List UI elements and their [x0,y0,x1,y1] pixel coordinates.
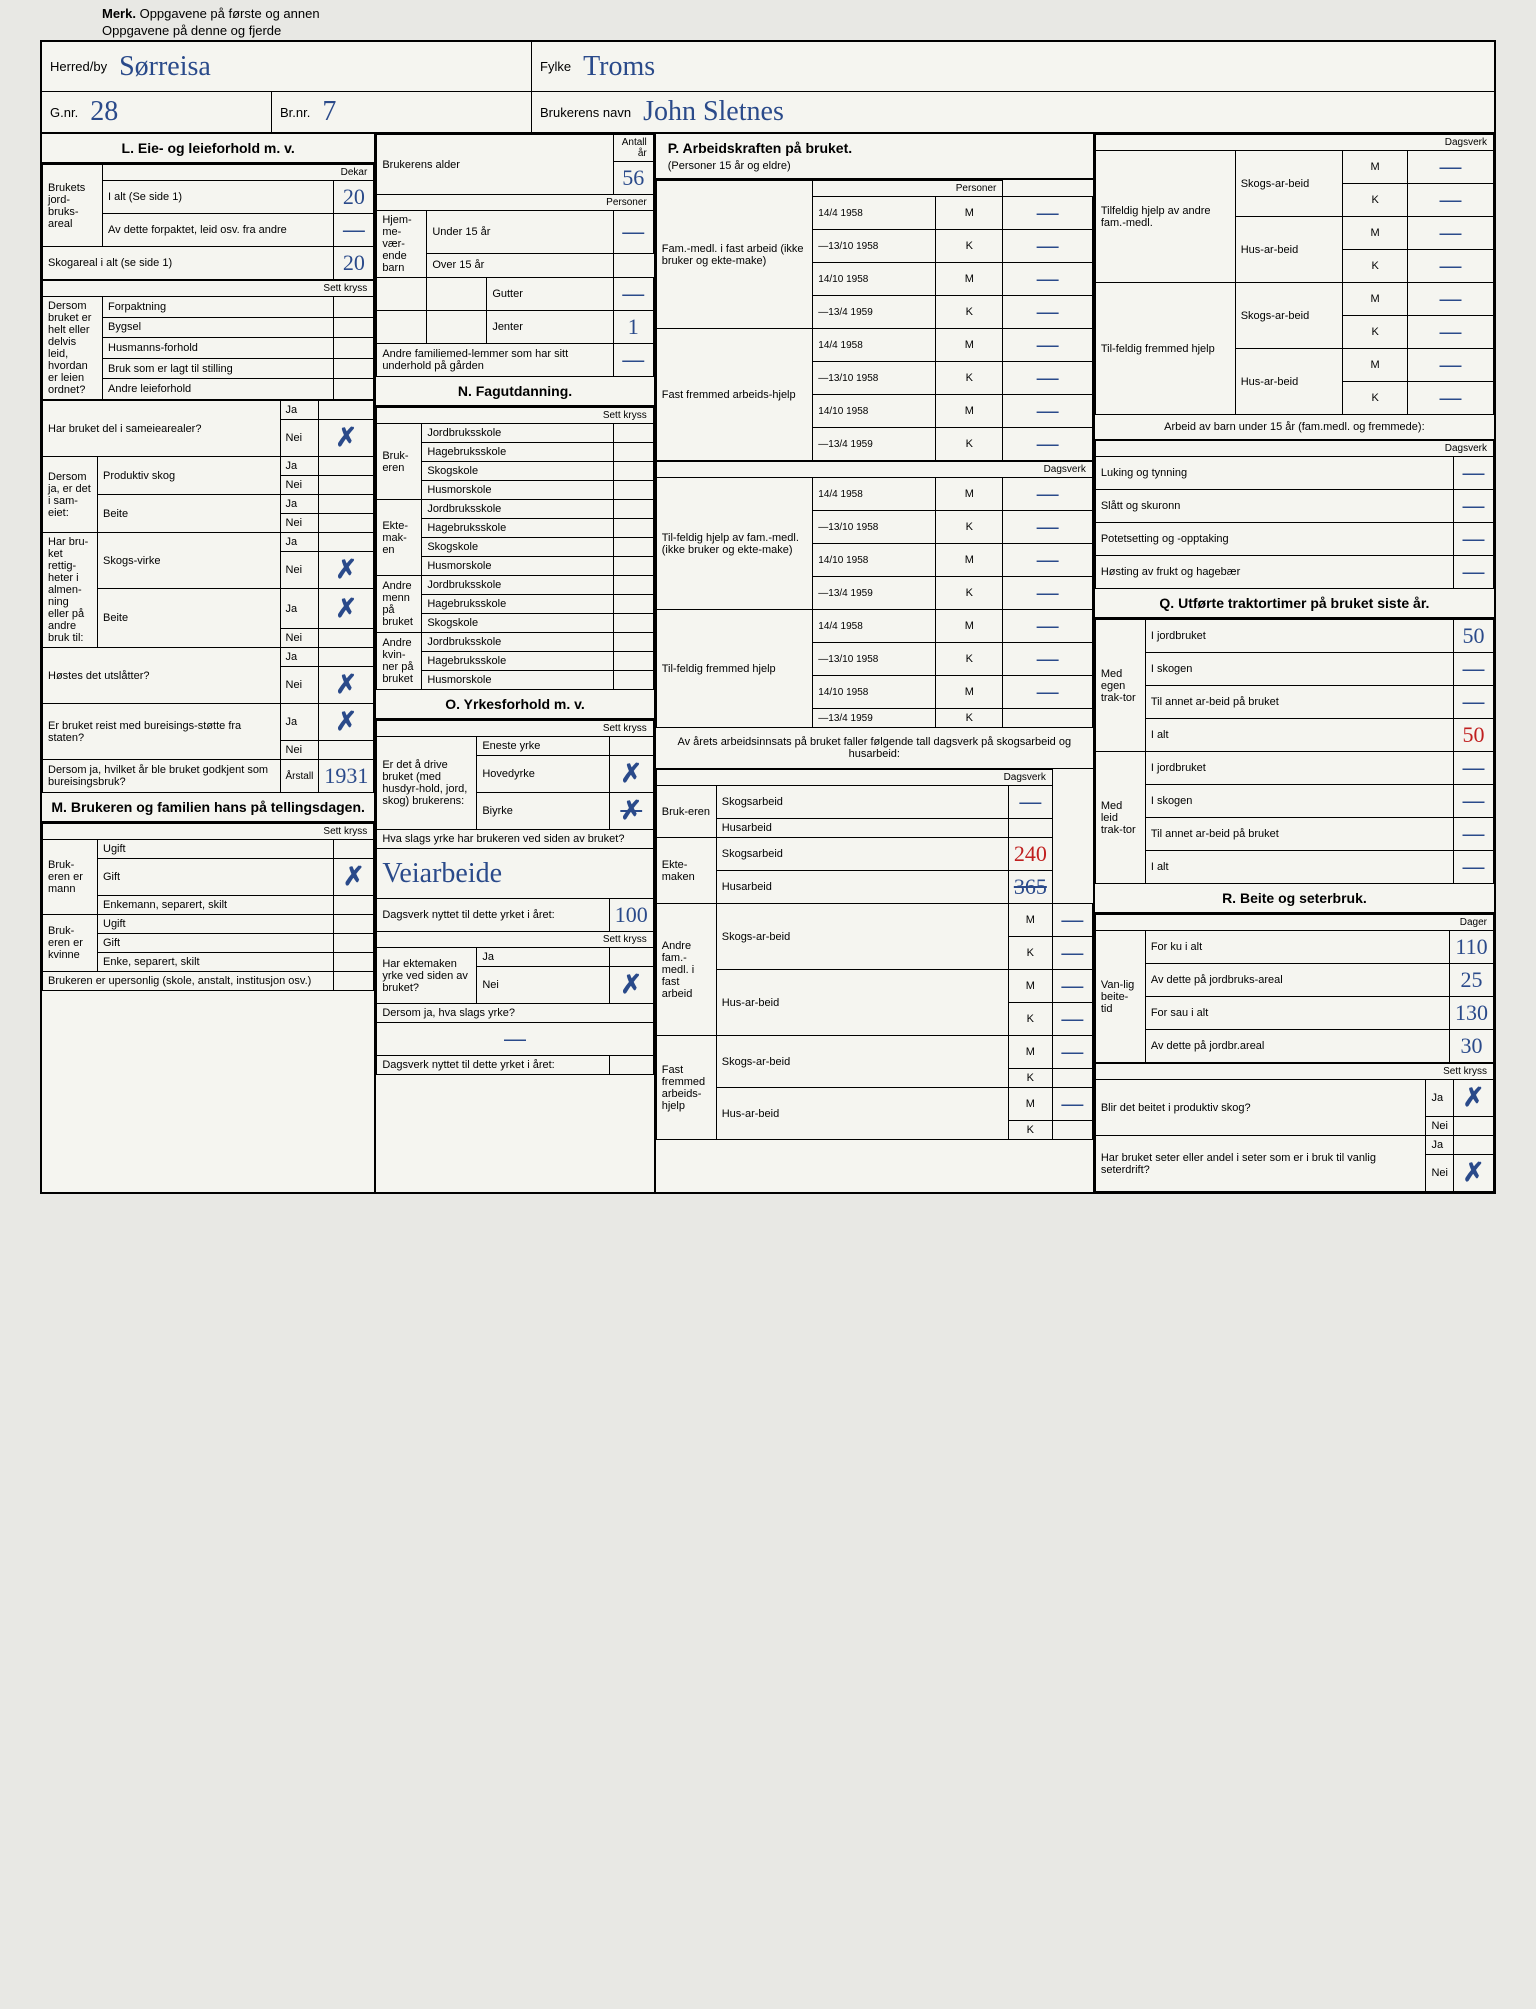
P-bottom-table: Dagsverk Bruk-erenSkogsarbeid— Husarbeid… [656,769,1093,1140]
M-table: Sett kryss Bruk-eren er mann Ugift Gift✗… [42,823,374,991]
brnr-value: 7 [322,96,336,128]
over15-table: Gutter — Jenter 1 Andre familiemed-lemme… [376,277,653,377]
N-table: Sett kryss Bruk-erenJordbruksskole Hageb… [376,407,653,690]
top-row-2: G.nr. 28 Br.nr. 7 Brukerens navn John Sl… [42,92,1494,134]
L-leieforhold-table: Sett kryss Dersom bruket er helt eller d… [42,280,374,400]
fylke-label: Fylke [540,59,571,74]
O-table: Sett kryss Er det å drive bruket (med hu… [376,720,653,1075]
fylke-value: Troms [583,51,655,83]
L-sameie-table: Har bruket del i sameiearealer? Ja Nei✗ … [42,400,374,793]
section-Q-title: Q. Utførte traktortimer på bruket siste … [1095,589,1494,619]
brukerens-alder-table: Brukerens alder Antall år 56 Personer Hj… [376,134,653,278]
section-N-title: N. Fagutdanning. [376,377,653,407]
herred-label: Herred/by [50,59,107,74]
section-M-title: M. Brukeren og familien hans på tellings… [42,793,374,823]
gnr-label: G.nr. [50,105,78,120]
R-table: Dager Van-lig beite-tid For ku i alt110 … [1095,914,1494,1063]
section-L-title: L. Eie- og leieforhold m. v. [42,134,374,164]
L-areal-table: Brukets jord-bruks-areal Dekar I alt (Se… [42,164,374,280]
section-O-title: O. Yrkesforhold m. v. [376,690,653,720]
barn-table: Dagsverk Luking og tynning— Slått og sku… [1095,440,1494,589]
brukernavn-value: John Sletnes [643,96,784,128]
gnr-value: 28 [90,96,118,128]
R-bottom-table: Sett kryss Blir det beitet i produktiv s… [1095,1063,1494,1192]
P-dagsverk-table: Dagsverk Til-feldig hjelp av fam.-medl. … [656,461,1093,728]
section-P-title: P. Arbeidskraften på bruket. (Personer 1… [656,134,1093,180]
col4-top-table: Dagsverk Tilfeldig hjelp av andre fam.-m… [1095,134,1494,415]
top-row-1: Herred/by Sørreisa Fylke Troms [42,42,1494,92]
herred-value: Sørreisa [119,51,211,83]
header-note: Merk. Oppgavene på første og annen Oppga… [102,6,320,40]
P-top-table: Fam.-medl. i fast arbeid (ikke bruker og… [656,180,1093,461]
section-R-title: R. Beite og seterbruk. [1095,884,1494,914]
arbeid-barn-text: Arbeid av barn under 15 år (fam.medl. og… [1095,415,1494,440]
Q-table: Med egen trak-tor I jordbruket50 I skoge… [1095,619,1494,884]
brnr-label: Br.nr. [280,105,310,120]
av-arets-text: Av årets arbeidsinnsats på bruket faller… [656,728,1093,769]
brukernavn-label: Brukerens navn [540,105,631,120]
